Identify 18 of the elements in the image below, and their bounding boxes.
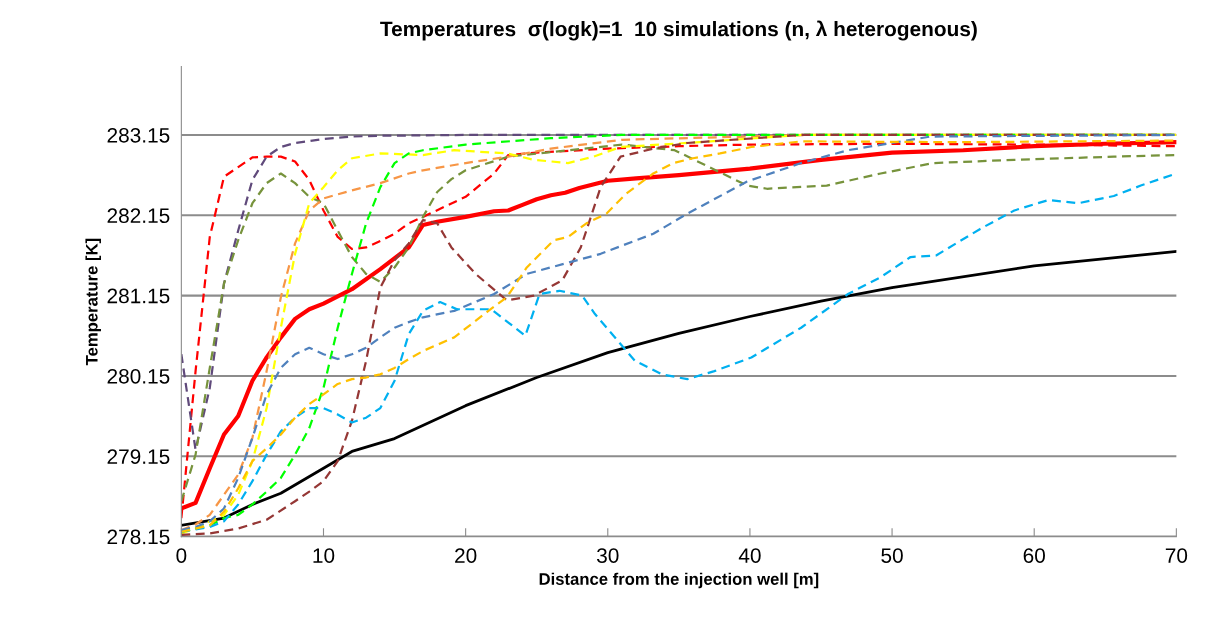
x-axis-title: Distance from the injection well [m] xyxy=(539,572,819,589)
y-axis-title: Temperature [K] xyxy=(85,238,101,366)
x-tick-label: 20 xyxy=(455,548,477,563)
x-tick-label: 40 xyxy=(738,548,761,563)
y-tick-label: 283.15 xyxy=(107,127,170,143)
x-tick-label: 30 xyxy=(596,548,619,563)
y-tick-label: 281.15 xyxy=(107,288,170,304)
x-tick-label: 70 xyxy=(1165,548,1188,563)
x-tick-label: 50 xyxy=(881,548,903,563)
x-tick-label: 60 xyxy=(1023,548,1045,563)
chart-title: Temperatures σ(logk)=1 10 simulations (n, λ heterogenous) xyxy=(380,20,977,41)
y-tick-label: 282.15 xyxy=(107,208,170,224)
x-tick-label: 10 xyxy=(313,548,335,563)
y-tick-label: 280.15 xyxy=(107,368,170,384)
line-series xyxy=(181,250,1177,527)
y-tick-label: 278.15 xyxy=(107,529,170,545)
y-tick-label: 279.15 xyxy=(107,449,170,464)
x-tick-label: 0 xyxy=(176,548,187,563)
